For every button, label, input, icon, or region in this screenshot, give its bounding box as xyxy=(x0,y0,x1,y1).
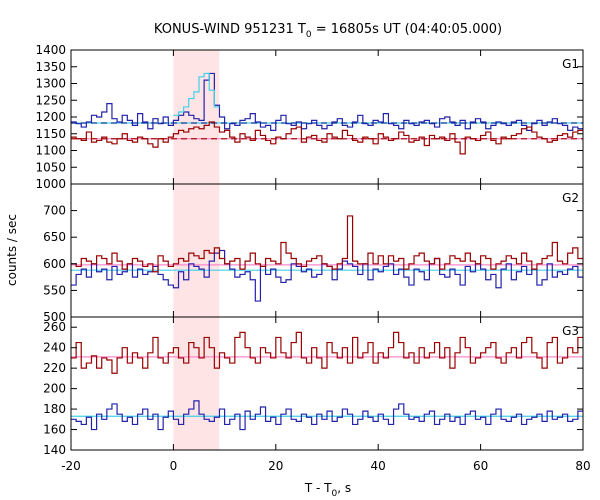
y-tick-label: 700 xyxy=(43,204,66,218)
x-axis-label: T - T0, s xyxy=(304,481,351,499)
panel-g3: 140 160 180 200 220 240 260 G3 xyxy=(43,316,584,457)
y-tick-label: 140 xyxy=(43,443,66,457)
panel-label: G3 xyxy=(562,324,579,338)
y-axis-label: counts / sec xyxy=(5,214,19,286)
plot-area: 100010501100115012001250130013501400G150… xyxy=(35,43,590,473)
panel-frame xyxy=(70,49,584,185)
y-tick-label: 1050 xyxy=(35,160,66,174)
panel-g1: 1000 1050 1100 1150 1200 1250 1300 1350 1400 G1 xyxy=(35,43,584,191)
panel-frame xyxy=(70,316,584,451)
y-tick-label: 220 xyxy=(43,361,66,375)
y-tick-label: 1100 xyxy=(35,144,66,158)
chart-title: KONUS-WIND 951231 T0 = 16805s UT (04:40:… xyxy=(154,22,502,40)
y-tick-label: 1300 xyxy=(35,77,66,91)
panel-frame xyxy=(70,183,584,318)
y-tick-label: 650 xyxy=(43,230,66,244)
y-tick-label: 1250 xyxy=(35,93,66,107)
x-tick-label: 60 xyxy=(473,459,488,473)
y-tick-label: 1350 xyxy=(35,60,66,74)
series-g1-blue xyxy=(71,72,583,131)
y-tick-label: 240 xyxy=(43,341,66,355)
y-tick-label: 260 xyxy=(43,320,66,334)
series-g3-red xyxy=(71,331,583,374)
y-tick-label: 500 xyxy=(43,310,66,324)
series-g1-red xyxy=(71,121,583,155)
y-tick-label: 550 xyxy=(43,283,66,297)
x-tick-label: -20 xyxy=(61,459,81,473)
y-tick-label: 1150 xyxy=(35,127,66,141)
x-tick-label: 40 xyxy=(371,459,386,473)
y-tick-label: 600 xyxy=(43,257,66,271)
y-tick-label: 1400 xyxy=(35,43,66,57)
panel-data xyxy=(71,331,583,431)
series-g3-blue xyxy=(71,400,583,431)
panel-label: G2 xyxy=(562,191,579,205)
y-tick-label: 1200 xyxy=(35,110,66,124)
x-tick-label: 0 xyxy=(170,459,178,473)
panel-data xyxy=(71,72,583,155)
panel-data xyxy=(71,215,583,302)
highlight-step xyxy=(173,72,220,116)
panel-label: G1 xyxy=(562,57,579,71)
x-tick-label: 20 xyxy=(268,459,283,473)
y-tick-label: 200 xyxy=(43,382,66,396)
y-tick-label: 160 xyxy=(43,423,66,437)
y-tick-label: 1000 xyxy=(35,177,66,191)
highlight-band xyxy=(173,50,220,450)
x-tick-label: 80 xyxy=(575,459,590,473)
y-tick-label: 180 xyxy=(43,402,66,416)
series-g2-red xyxy=(71,215,583,273)
panel-g2: 500 550 600 650 700 G2 xyxy=(43,183,584,324)
